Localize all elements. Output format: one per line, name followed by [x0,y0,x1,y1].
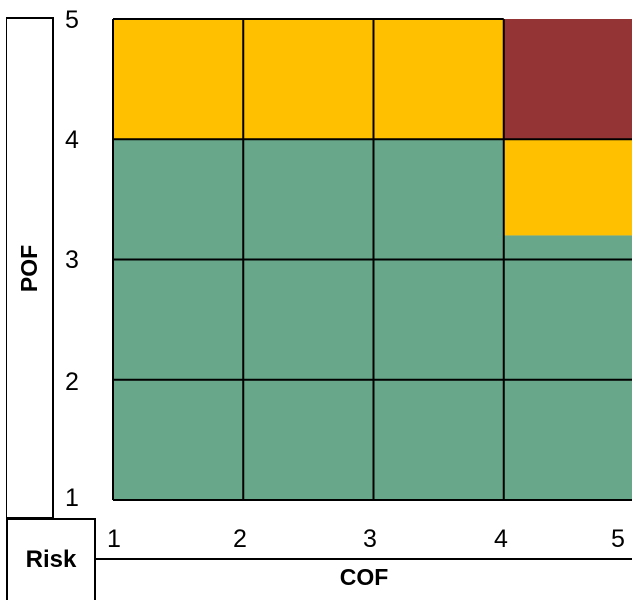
y-tick-3: 3 [65,246,79,274]
y-tick-2: 2 [65,368,79,396]
y-tick-1: 1 [65,484,79,512]
risk-cell-medium [113,19,244,140]
x-tick-1: 1 [107,525,121,553]
risk-cell-low [373,379,504,500]
risk-cell-low [503,379,632,500]
risk-cell-medium [373,19,504,140]
risk-cell-low [113,379,244,500]
risk-cell-low [503,235,632,260]
x-tick-4: 4 [494,525,508,553]
y-tick-5: 5 [65,6,79,34]
risk-corner-label: Risk [6,518,96,600]
risk-cell-medium [243,19,374,140]
risk-cell-high [503,19,632,140]
x-tick-5: 5 [611,525,625,553]
risk-cell-low [503,259,632,380]
risk-cell-low [373,139,504,260]
risk-cell-low [243,379,374,500]
x-tick-3: 3 [363,525,377,553]
risk-cell-low [113,259,244,380]
cof-axis-line [96,558,632,560]
risk-cell-low [243,259,374,380]
y-tick-4: 4 [65,126,79,154]
cof-axis-label: COF [339,564,389,590]
risk-cell-low [243,139,374,260]
risk-cell-medium [503,139,632,236]
x-tick-2: 2 [233,525,247,553]
risk-cell-low [113,139,244,260]
risk-cell-low [373,259,504,380]
